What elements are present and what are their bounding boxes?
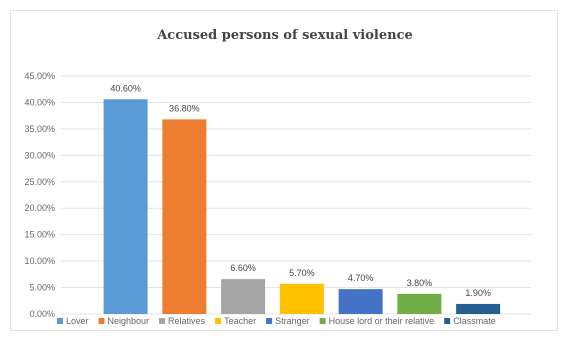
y-tick-label: 15.00% bbox=[24, 230, 55, 240]
legend-label: Teacher bbox=[224, 316, 256, 326]
legend-swatch bbox=[57, 318, 63, 324]
legend-label: Relatives bbox=[168, 316, 206, 326]
y-tick-label: 20.00% bbox=[24, 203, 55, 213]
y-tick-label: 10.00% bbox=[24, 256, 55, 266]
bar-teacher bbox=[279, 283, 324, 314]
legend-label: House lord or their relative bbox=[329, 316, 435, 326]
legend-swatch bbox=[159, 318, 166, 324]
legend-swatch bbox=[266, 318, 273, 324]
bars bbox=[103, 99, 501, 314]
bar-relatives bbox=[221, 279, 266, 314]
y-tick-label: 5.00% bbox=[29, 283, 55, 293]
y-axis-ticks: 0.00% 5.00% 10.00% 15.00% 20.00% 25.00% 30.00%… bbox=[24, 71, 55, 319]
legend-label: Lover bbox=[66, 316, 89, 326]
bar-lover bbox=[103, 99, 148, 314]
legend-swatch bbox=[98, 318, 105, 324]
bar-house-lord-or-their-relative bbox=[397, 293, 442, 314]
data-label: 36.80% bbox=[169, 103, 200, 113]
legend-label: Neighbour bbox=[108, 316, 150, 326]
legend-label: Stranger bbox=[275, 316, 310, 326]
data-label: 40.60% bbox=[110, 83, 141, 93]
bar-classmate bbox=[456, 303, 501, 314]
legend-label: Classmate bbox=[453, 316, 496, 326]
data-label: 4.70% bbox=[348, 273, 374, 283]
y-tick-label: 45.00% bbox=[24, 71, 55, 81]
legend-swatch bbox=[444, 318, 451, 324]
legend-swatch bbox=[215, 318, 222, 324]
legend-swatch bbox=[319, 318, 326, 324]
bar-chart: Accused persons of sexual violence 0.00%… bbox=[24, 28, 531, 326]
bar-stranger bbox=[338, 289, 383, 314]
y-tick-label: 0.00% bbox=[29, 309, 55, 319]
legend: Lover Neighbour Relatives Teacher Stranger Ho… bbox=[57, 316, 496, 326]
y-tick-label: 30.00% bbox=[24, 150, 55, 160]
data-label: 1.90% bbox=[465, 288, 491, 298]
y-tick-label: 25.00% bbox=[24, 177, 55, 187]
chart-container: Accused persons of sexual violence 0.00%… bbox=[10, 10, 558, 331]
y-tick-label: 40.00% bbox=[24, 97, 55, 107]
data-label: 5.70% bbox=[289, 268, 315, 278]
bar-neighbour bbox=[162, 119, 207, 314]
data-label: 6.60% bbox=[230, 263, 256, 273]
chart-title: Accused persons of sexual violence bbox=[156, 28, 413, 43]
data-label: 3.80% bbox=[407, 278, 433, 288]
y-tick-label: 35.00% bbox=[24, 124, 55, 134]
data-labels: 40.60% 36.80% 6.60% 5.70% 4.70% 3.80% 1.90% bbox=[110, 83, 491, 298]
